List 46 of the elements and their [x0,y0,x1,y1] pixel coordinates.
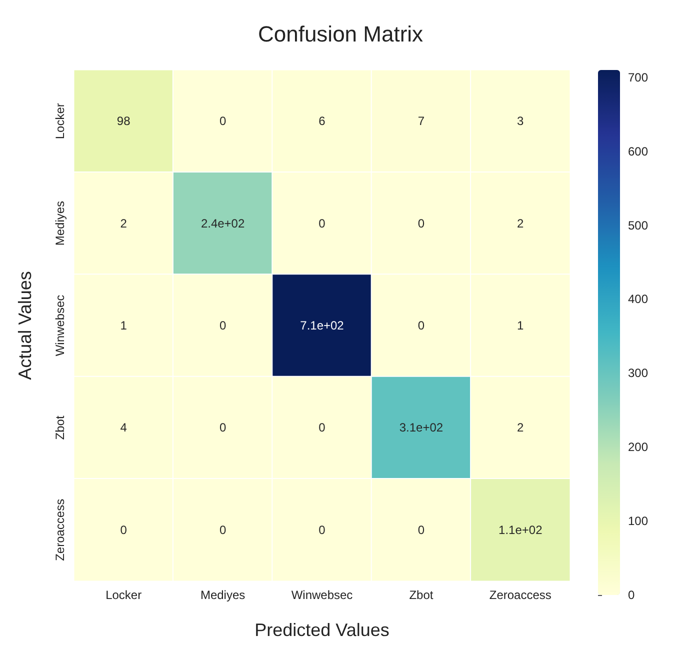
y-axis-title: Actual Values [15,271,35,380]
data-label: 2.4e+02 [200,216,245,230]
color-bar-label: 100 [628,514,648,528]
data-label: 2 [120,216,128,230]
data-label: 98 [116,114,131,128]
data-label: 0 [219,420,226,435]
x-tick-label: Zbot [409,588,434,602]
x-axis-title: Predicted Values [254,620,390,640]
data-label: 0 [418,216,425,230]
x-tick-label: Winwebsec [291,588,353,602]
x-tick-label: Locker [106,588,142,602]
data-label: 2 [517,420,524,435]
color-bar-label: 200 [628,440,648,454]
data-label: 2 [517,216,524,230]
data-label: 6 [318,114,326,128]
y-tick-label: Mediyes [53,200,67,246]
x-tick-label: Zeroaccess [489,588,552,602]
data-label: 0 [219,318,226,332]
data-label: 1 [120,318,128,332]
data-label: 0 [318,420,326,435]
data-label: 0 [219,522,226,537]
y-tick-label: Winwebsec [53,294,67,356]
data-label: 0 [418,522,425,537]
color-bar-label: 700 [628,70,648,84]
color-bar-label: 300 [628,366,648,380]
chart-title: Confusion Matrix [258,22,424,46]
color-bar-label: 500 [628,218,648,232]
y-tick-label: Zbot [53,415,67,440]
color-bar-label: 600 [628,144,648,158]
data-label: 0 [219,114,226,128]
data-label: 7.1e+02 [300,318,344,332]
data-label: 3 [517,114,524,128]
data-label: 0 [318,522,326,537]
color-bar-label: 400 [628,292,648,306]
data-label: 4 [120,420,128,435]
y-tick-label: Locker [53,103,67,140]
data-label: 7 [418,114,425,128]
data-label: 3.1e+02 [399,420,444,435]
data-label: 0 [318,216,326,230]
data-label: 1.1e+02 [498,522,543,537]
data-label: 0 [418,318,425,332]
color-bar-label: 0 [628,588,635,602]
data-label: 1 [517,318,524,332]
data-label: 0 [120,522,128,537]
x-tick-label: Mediyes [200,588,246,602]
y-tick-label: Zeroaccess [53,498,67,561]
